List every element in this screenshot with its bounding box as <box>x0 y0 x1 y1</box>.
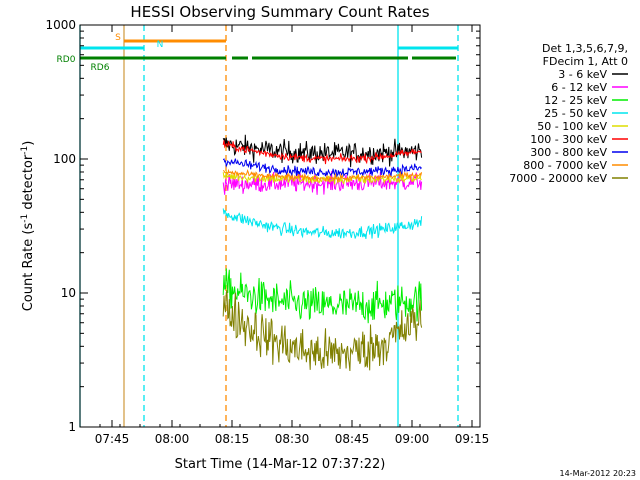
legend-label-5: 100 - 300 keV <box>530 133 607 146</box>
y-tick-label-3: 1000 <box>45 18 76 32</box>
y-tick-label-2: 100 <box>53 152 76 166</box>
x-tick-label-2: 08:15 <box>215 432 250 446</box>
x-tick-label-1: 08:00 <box>155 432 190 446</box>
legend-header-0: Det 1,3,5,6,7,9, <box>542 42 628 55</box>
bar-label-n: N <box>157 40 164 50</box>
series-line-3 <box>222 208 423 239</box>
legend-label-8: 7000 - 20000 keV <box>509 172 607 185</box>
legend-label-0: 3 - 6 keV <box>558 68 607 81</box>
legend-label-1: 6 - 12 keV <box>551 81 607 94</box>
bar-label-rd6: RD6 <box>91 63 110 73</box>
footer-timestamp: 14-Mar-2012 20:23 <box>560 469 637 478</box>
x-axis: 07:45 08:00 08:15 08:30 08:45 09:00 09:15 <box>79 25 490 446</box>
chart-title: HESSI Observing Summary Count Rates <box>130 3 429 21</box>
y-tick-label-1: 10 <box>61 286 76 300</box>
legend-header-1: FDecim 1, Att 0 <box>543 55 628 68</box>
series-lines <box>222 134 423 372</box>
bar-label-rd0: RD0 <box>57 55 76 65</box>
x-tick-label-0: 07:45 <box>95 432 130 446</box>
series-line-2 <box>222 268 423 324</box>
series-line-6 <box>222 158 422 178</box>
x-axis-label: Start Time (14-Mar-12 07:37:22) <box>175 457 386 472</box>
series-line-7 <box>222 168 423 183</box>
x-tick-label-3: 08:30 <box>275 432 310 446</box>
y-axis-label: Count Rate (s-1 detector-1) <box>20 141 36 312</box>
y-axis: 1 10 100 1000 <box>45 18 480 434</box>
series-line-5 <box>222 140 422 165</box>
legend: Det 1,3,5,6,7,9,FDecim 1, Att 03 - 6 keV… <box>509 42 628 185</box>
x-tick-label-4: 08:45 <box>335 432 370 446</box>
legend-label-2: 12 - 25 keV <box>544 94 607 107</box>
x-tick-label-5: 09:00 <box>395 432 430 446</box>
bar-label-s: S <box>115 33 121 43</box>
legend-label-3: 25 - 50 keV <box>544 107 607 120</box>
series-line-8 <box>222 290 423 372</box>
legend-label-6: 300 - 800 keV <box>530 146 607 159</box>
x-tick-label-6: 09:15 <box>455 432 490 446</box>
legend-label-4: 50 - 100 keV <box>537 120 607 133</box>
y-tick-label-0: 1 <box>68 420 76 434</box>
series-line-0 <box>222 134 423 168</box>
legend-label-7: 800 - 7000 keV <box>523 159 607 172</box>
status-bars: S N RD0 RD6 <box>57 33 458 73</box>
